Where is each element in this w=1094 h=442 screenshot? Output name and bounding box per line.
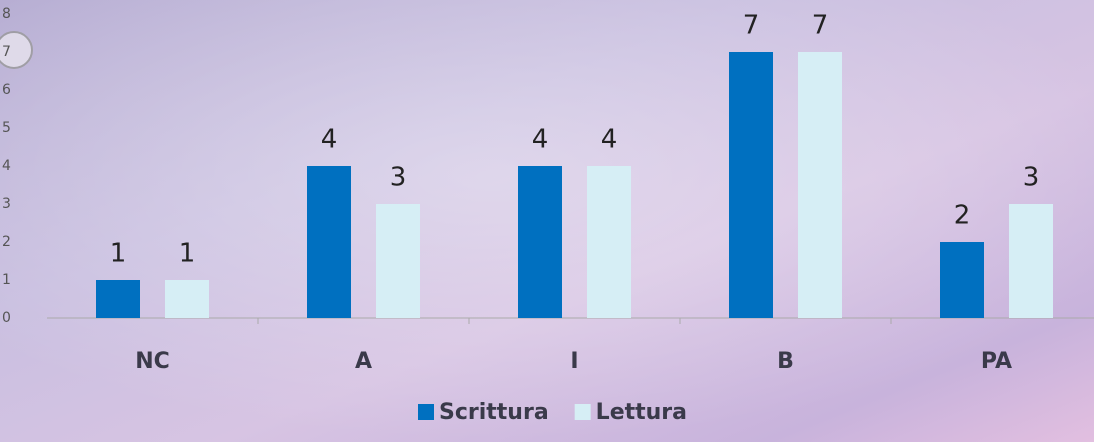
data-label: 2 [954,201,971,231]
y-tick-label: 1 [2,272,11,288]
data-label: 1 [110,239,127,269]
bar [798,52,842,318]
x-tick-label: B [777,349,794,374]
x-tick-label: NC [135,349,170,374]
data-label: 3 [1023,163,1040,193]
bar [307,166,351,318]
bar [587,166,631,318]
decoration [0,31,33,69]
x-tick-label: I [570,349,578,374]
bar [518,166,562,318]
bar [165,280,209,318]
data-label: 4 [321,125,338,155]
data-label: 4 [601,125,618,155]
y-tick-label: 8 [2,6,11,22]
y-tick-label: 6 [2,82,11,98]
y-tick-label: 0 [2,310,11,326]
y-tick-label: 4 [2,158,11,174]
bar [376,204,420,318]
bar [729,52,773,318]
y-tick-label: 5 [2,120,11,136]
bar [96,280,140,318]
x-tick-label: A [355,349,372,374]
bar [1009,204,1053,318]
legend-label: Scrittura [439,400,549,425]
y-tick-label: 7 [2,44,11,60]
data-label: 3 [390,163,407,193]
x-tick-label: PA [981,349,1012,374]
data-label: 7 [743,11,760,41]
legend-swatch [574,404,591,420]
data-label: 4 [532,125,549,155]
y-tick-label: 2 [2,234,11,250]
data-label: 1 [179,239,196,269]
y-tick-label: 3 [2,196,11,212]
bar [940,242,984,318]
legend-label: Lettura [596,400,687,425]
data-label: 7 [812,11,829,41]
legend-swatch [418,404,434,420]
